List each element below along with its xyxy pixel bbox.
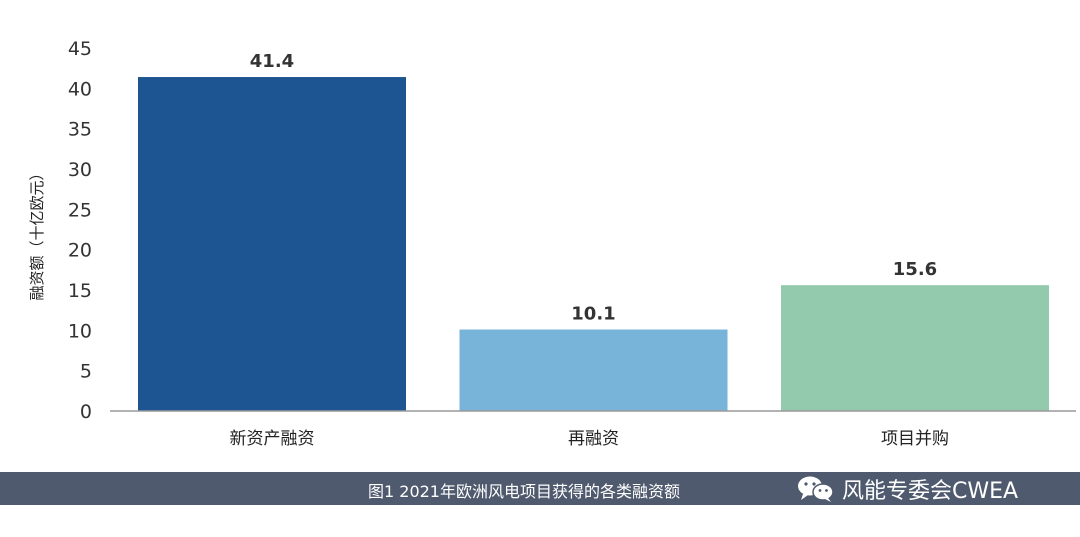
bar-chart: 0 5 10 15 20 25 30 35 40 45 41.4 10.1 15.6 新资产融资 再融资… [28,38,1076,449]
bar-1 [138,77,406,411]
y-axis-ticks: 0 5 10 15 20 25 30 35 40 45 [68,38,92,423]
y-tick-label: 20 [68,240,92,262]
y-tick-label: 15 [68,280,92,302]
wechat-icon [798,476,834,502]
brand: 风能专委会CWEA [796,472,1018,505]
bar-2 [459,329,728,411]
category-label-3: 项目并购 [881,429,949,449]
y-tick-label: 10 [68,320,92,342]
y-tick-label: 35 [68,119,92,141]
value-label-2: 10.1 [571,304,615,325]
value-label-3: 15.6 [893,259,937,280]
brand-text: 风能专委会CWEA [842,478,1019,504]
y-tick-label: 0 [80,401,92,423]
y-tick-label: 5 [80,361,92,383]
y-axis-label: 融资额（十亿欧元） [28,165,46,300]
y-tick-label: 30 [68,159,92,181]
bars [138,77,1049,411]
category-label-1: 新资产融资 [230,429,315,449]
category-label-2: 再融资 [568,429,619,449]
value-label-1: 41.4 [250,51,294,72]
y-tick-label: 45 [68,38,92,60]
figure-caption: 图1 2021年欧洲风电项目获得的各类融资额 [368,482,680,501]
caption-bar: 图1 2021年欧洲风电项目获得的各类融资额 风能专委会CWEA [0,472,1080,505]
bar-3 [781,285,1049,411]
category-labels: 新资产融资 再融资 项目并购 [230,429,950,449]
y-tick-label: 25 [68,199,92,221]
value-labels: 41.4 10.1 15.6 [250,51,937,324]
y-tick-label: 40 [68,78,92,100]
